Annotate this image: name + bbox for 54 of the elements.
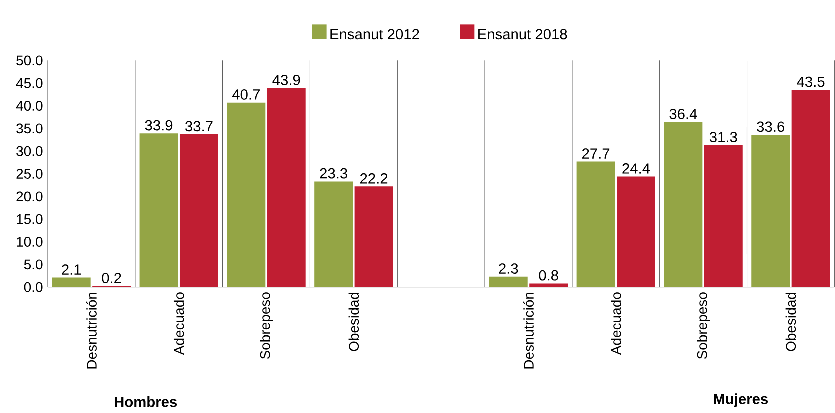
data-label: 36.4 <box>670 109 698 120</box>
y-tick-label: 0.0 <box>24 282 43 292</box>
data-label: 2.1 <box>62 264 82 275</box>
bar <box>704 145 743 288</box>
y-tick-label: 15.0 <box>17 214 43 224</box>
bar <box>752 135 790 288</box>
data-label: 43.5 <box>797 76 825 88</box>
data-label: 40.7 <box>232 90 260 100</box>
data-label: 0.2 <box>102 273 122 284</box>
data-label: 0.8 <box>539 270 558 281</box>
y-tick-label: 25.0 <box>16 169 43 179</box>
bar <box>227 102 266 288</box>
bar <box>52 278 91 288</box>
x-tick-label: Desnutrición <box>86 292 97 369</box>
y-tick-label: 40.0 <box>16 101 43 111</box>
bar <box>354 186 394 288</box>
bar <box>792 90 830 288</box>
y-tick-label: 50.0 <box>16 56 43 66</box>
bar <box>576 162 616 288</box>
x-tick-label: Sobrepeso <box>260 292 274 360</box>
x-tick-label: Adecuado <box>611 292 622 356</box>
bar <box>314 182 354 288</box>
data-label: 27.7 <box>582 148 610 159</box>
text: Hombres <box>115 396 178 408</box>
x-tick-label: Obesidad <box>786 292 796 352</box>
data-label: 24.4 <box>622 164 650 174</box>
x-tick-label: Adecuado <box>174 292 184 356</box>
y-tick-label: 20.0 <box>16 192 43 202</box>
data-label: 43.9 <box>272 75 300 86</box>
y-tick-label: 30.0 <box>16 146 43 156</box>
y-tick-label: 10.0 <box>17 237 43 247</box>
data-label: 23.3 <box>320 168 348 179</box>
legend-label: Ensanut 2012 <box>330 29 420 40</box>
bar <box>267 88 306 288</box>
data-label: 31.3 <box>710 132 738 143</box>
y-tick-label: 45.0 <box>16 78 43 88</box>
bar <box>664 122 703 288</box>
x-tick-label: Sobrepeso <box>697 292 710 360</box>
data-label: 33.9 <box>145 120 173 131</box>
text: Mujeres <box>714 394 768 408</box>
bar <box>530 284 568 288</box>
data-label: 33.6 <box>757 122 784 132</box>
bar <box>489 276 528 288</box>
data-label: 33.7 <box>186 121 213 132</box>
x-tick-label: Obesidad <box>348 292 360 352</box>
x-tick-label: Desnutrición <box>524 292 534 369</box>
bar <box>617 176 656 288</box>
data-label: 22.2 <box>360 174 388 184</box>
legend-label: Ensanut 2018 <box>478 29 568 40</box>
bar <box>140 134 178 288</box>
y-tick-label: 5.0 <box>24 260 43 270</box>
data-label: 2.3 <box>499 264 518 274</box>
bar <box>180 134 218 288</box>
y-tick-label: 35.0 <box>16 124 43 134</box>
